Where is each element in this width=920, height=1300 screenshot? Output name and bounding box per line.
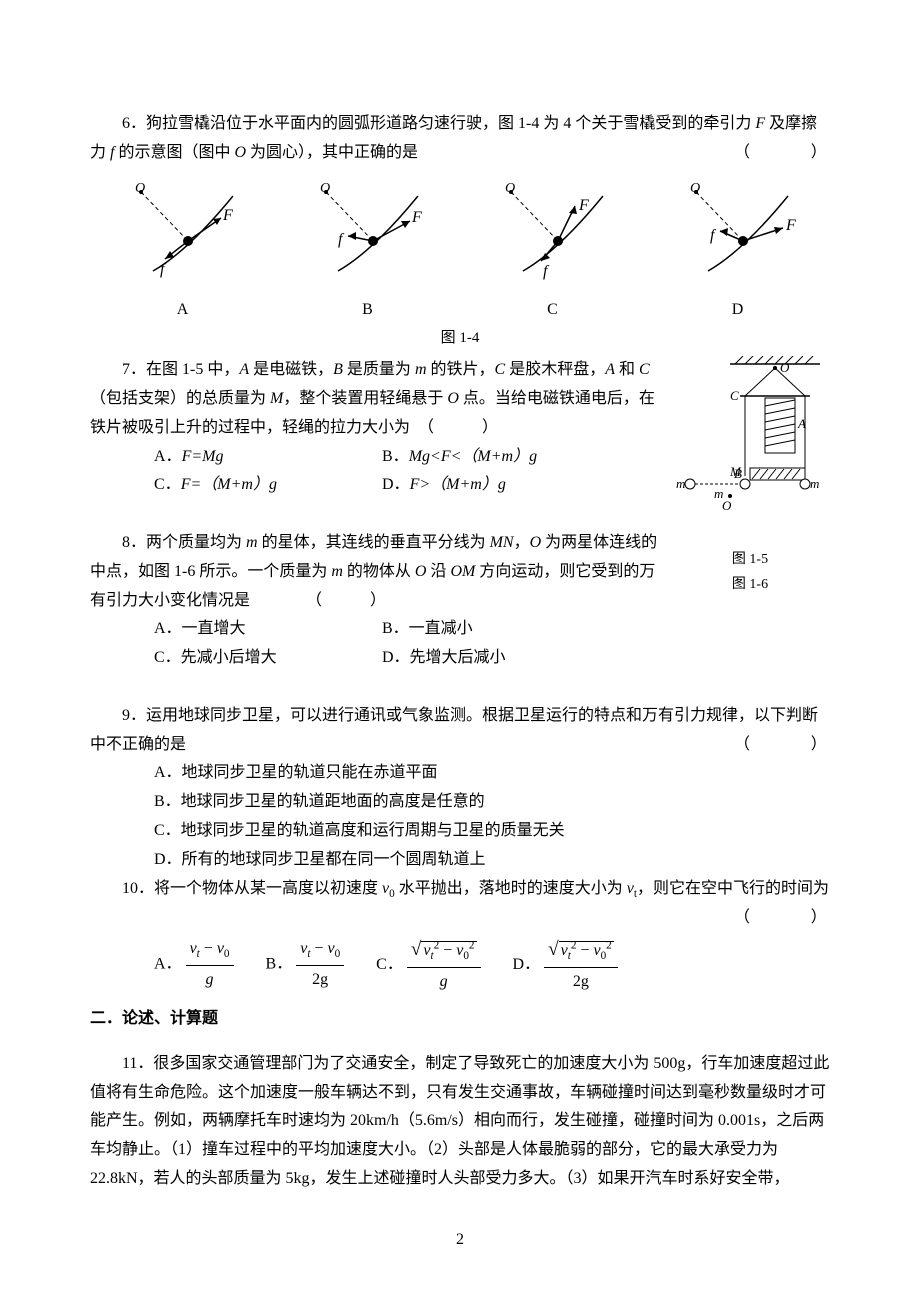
q6-label-d: D (645, 296, 830, 325)
q9-text: 9．运用地球同步卫星，可以进行通讯或气象监测。根据卫星运行的特点和万有引力规律，… (90, 702, 830, 760)
q10-options: A． vt − v0g B． vt − v02g C． √vt2 − v02g … (90, 933, 830, 997)
q6-label-b: B (275, 296, 460, 325)
svg-text:f: f (710, 227, 717, 244)
q9-opt-c: C．地球同步卫星的轨道高度和运行周期与卫星的质量无关 (90, 817, 830, 846)
q6-end: 为圆心），其中正确的是 (246, 144, 418, 161)
q6-fig-a: Q F f A (90, 176, 275, 326)
svg-text:f: f (543, 263, 550, 280)
q11-text: 11．很多国家交通管理部门为了交通安全，制定了导致死亡的加速度大小为 500g，… (90, 1050, 830, 1194)
q10-opt-c: C． √vt2 − v02g (376, 933, 480, 997)
q6-figures: Q F f A Q F f (90, 176, 830, 326)
q6-label-c: C (460, 296, 645, 325)
q10-text: 10．将一个物体从某一高度以初速度 v0 水平抛出，落地时的速度大小为 vt，则… (90, 875, 830, 904)
svg-text:C: C (730, 388, 739, 403)
svg-text:O: O (722, 498, 732, 513)
q8-opts-row2: C．先减小后增大 D．先增大后减小 (90, 644, 830, 673)
svg-text:m: m (714, 486, 723, 501)
q9-paren: （ ） (702, 731, 830, 760)
q6-text: 6．狗拉雪橇沿位于水平面内的圆弧形道路匀速行驶，图 1-4 为 4 个关于雪橇受… (90, 110, 830, 168)
svg-text:F: F (578, 197, 589, 214)
svg-text:f: f (338, 231, 345, 248)
q6-fig-b: Q F f B (275, 176, 460, 326)
q10-opt-a: A． vt − v0g (154, 935, 234, 994)
svg-text:F: F (785, 217, 796, 234)
svg-text:O: O (780, 360, 790, 375)
fig-1-5-1-6: O C A B m m O m (670, 356, 830, 597)
q6-caption: 图 1-4 (90, 325, 830, 352)
q6-F: F (755, 115, 765, 132)
page-number: 2 (90, 1226, 830, 1255)
q6-fig-d: Q f F D (645, 176, 830, 326)
svg-text:m: m (676, 476, 685, 491)
section-2-heading: 二．论述、计算题 (90, 1005, 830, 1034)
svg-text:M: M (729, 464, 742, 479)
q9-opt-b: B．地球同步卫星的轨道距地面的高度是任意的 (90, 788, 830, 817)
q6-O: O (234, 144, 246, 161)
q9-opt-d: D．所有的地球同步卫星都在同一个圆周轨道上 (90, 846, 830, 875)
q6-label-a: A (90, 296, 275, 325)
q8-opts-row1: A．一直增大 B．一直减小 (90, 615, 830, 644)
q10-paren: （ ） (702, 904, 830, 933)
q10-opt-d: D． √vt2 − v022g (513, 933, 618, 997)
svg-text:F: F (411, 209, 422, 226)
svg-text:F: F (222, 207, 233, 224)
q6-mid2: 的示意图（图中 (114, 144, 234, 161)
q10-opt-b: B． vt − v02g (266, 935, 345, 994)
q9-opt-a: A．地球同步卫星的轨道只能在赤道平面 (90, 759, 830, 788)
svg-text:m: m (810, 476, 819, 491)
fig-1-5-caption: 图 1-5 (670, 547, 830, 572)
q6-fig-c: Q F f C (460, 176, 645, 326)
q6-paren: （ ） (702, 139, 830, 168)
fig-1-6-caption: 图 1-6 (670, 572, 830, 597)
q6-pre: 6．狗拉雪橇沿位于水平面内的圆弧形道路匀速行驶，图 1-4 为 4 个关于雪橇受… (122, 115, 755, 132)
